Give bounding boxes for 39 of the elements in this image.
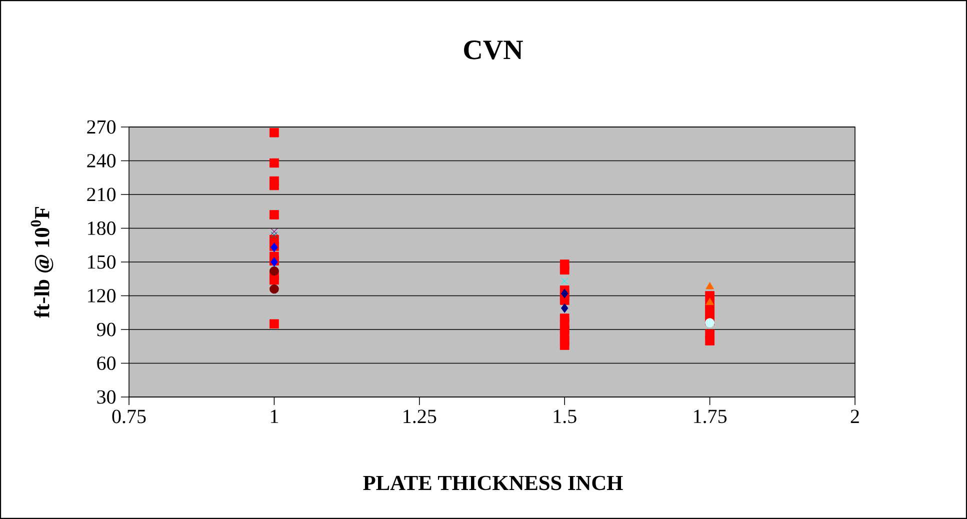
point (706, 298, 714, 305)
point (705, 291, 714, 300)
y-tick-label: 60 (97, 356, 116, 370)
point (560, 265, 570, 275)
y-tick-label: 30 (97, 390, 116, 404)
point (270, 232, 278, 238)
point (270, 319, 279, 329)
point (706, 282, 714, 290)
chart-title: CVN (464, 40, 523, 60)
point (705, 336, 714, 346)
x-axis-title: PLATE THICKNESS INCH (363, 476, 623, 490)
point (561, 278, 568, 285)
point (705, 318, 714, 328)
x-tick-label: 1.75 (694, 410, 727, 424)
point (561, 288, 568, 298)
point (270, 266, 279, 276)
point (560, 296, 570, 305)
point (270, 180, 279, 190)
point (270, 158, 279, 168)
point (270, 210, 279, 220)
point (270, 228, 278, 236)
y-tick-label: 150 (88, 255, 116, 269)
x-tick-label: 1.5 (554, 410, 576, 424)
point (270, 275, 279, 285)
point (270, 284, 279, 294)
y-tick-label: 270 (87, 120, 116, 134)
x-tick-label: 0.75 (112, 410, 146, 424)
point (270, 128, 279, 138)
point (561, 303, 568, 313)
y-tick-label: 240 (87, 154, 116, 168)
y-tick-label: 120 (88, 289, 116, 302)
y-tick-label: 210 (87, 188, 116, 202)
y-axis-title: ft-lb @ 10$^{0}$F (30, 206, 54, 318)
x-tick-label: 2 (850, 410, 859, 423)
x-tick-label: 1.25 (404, 410, 436, 424)
y-tick-label: 180 (88, 222, 116, 235)
x-tick-label: 1 (270, 410, 278, 423)
point (560, 340, 570, 350)
y-tick-label: 90 (96, 322, 116, 336)
